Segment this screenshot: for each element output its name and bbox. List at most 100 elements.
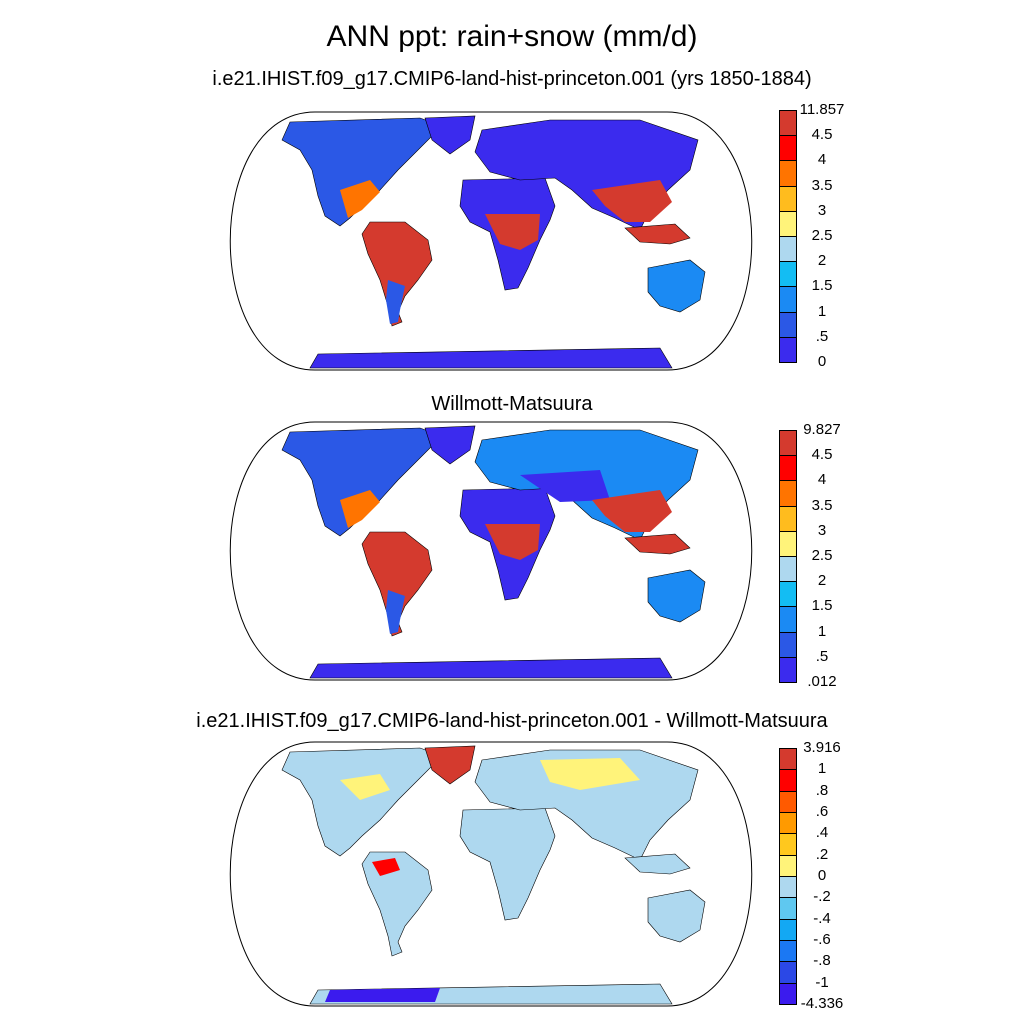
colorbar-label: 1 [817, 302, 827, 320]
colorbar-label: 0 [817, 867, 827, 884]
continents [281, 115, 706, 369]
maritime-continent [624, 223, 691, 245]
africa-equatorial-wet [485, 214, 540, 250]
colorbar-segment [779, 160, 797, 187]
colorbar-segment [779, 530, 797, 557]
figure-title: ANN ppt: rain+snow (mm/d) [326, 20, 698, 53]
colorbar-segment [779, 286, 797, 313]
colorbar-segment [779, 748, 797, 771]
colorbar-label: 9.827 [803, 421, 841, 438]
colorbar-label: .6 [815, 803, 829, 820]
east-north-america-wet [340, 490, 380, 528]
south-america-south [386, 590, 405, 634]
colorbar-label: -.4 [813, 909, 831, 927]
colorbar-label: 3.5 [811, 496, 833, 514]
south-america [361, 851, 433, 957]
colorbar-segment [779, 135, 797, 162]
eurasia-positive [540, 758, 640, 790]
colorbar-label: -1 [815, 973, 829, 991]
colorbar-segment [779, 854, 797, 877]
colorbar-label: .8 [815, 781, 829, 799]
south-asia-wet [592, 490, 672, 532]
colorbar-segment [779, 812, 797, 835]
colorbar-segment [779, 790, 797, 813]
map-difference [229, 741, 753, 1007]
colorbar-segment [779, 656, 797, 683]
greenland [424, 115, 476, 155]
colorbar-difference [779, 748, 797, 1005]
colorbar-segment [779, 311, 797, 338]
panel-title-model: i.e21.IHIST.f09_g17.CMIP6-land-hist-prin… [212, 68, 812, 90]
colorbar-label: 1.5 [811, 597, 833, 615]
australia [647, 259, 706, 313]
colorbar-label: 2.5 [811, 547, 833, 564]
greenland [424, 745, 476, 785]
greenland [424, 425, 476, 465]
colorbar-segment [779, 110, 797, 137]
panel-title-observations: Willmott-Matsuura [431, 393, 593, 415]
colorbar-segment [779, 261, 797, 288]
colorbar-label: 2 [817, 572, 827, 590]
colorbar-label: 3 [817, 201, 827, 219]
colorbar-model [779, 110, 797, 363]
colorbar-segment [779, 940, 797, 963]
colorbar-segment [779, 918, 797, 941]
colorbar-segment [779, 336, 797, 363]
map-model [229, 111, 753, 371]
south-america-positive [372, 858, 400, 876]
colorbar-label: 2 [817, 252, 827, 270]
colorbar-segment [779, 581, 797, 608]
central-asia-dry [520, 470, 610, 502]
colorbar-segment [779, 631, 797, 658]
colorbar-segment [779, 430, 797, 457]
east-north-america-wet [340, 180, 380, 218]
colorbar-label: .5 [815, 647, 829, 665]
colorbar-label: 3 [817, 521, 827, 539]
africa-equatorial-wet [485, 524, 540, 560]
colorbar-label: .012 [807, 673, 837, 690]
australia [647, 569, 706, 623]
colorbar-observations [779, 430, 797, 683]
panel-title-difference: i.e21.IHIST.f09_g17.CMIP6-land-hist-prin… [196, 710, 828, 732]
africa [459, 807, 556, 921]
colorbar-label: 2.5 [811, 227, 833, 244]
continents [281, 425, 706, 679]
colorbar-segment [779, 210, 797, 237]
colorbar-label: 1.5 [811, 277, 833, 295]
colorbar-segment [779, 480, 797, 507]
colorbar-segment [779, 897, 797, 920]
south-america [361, 531, 433, 637]
colorbar-label: 3.5 [811, 176, 833, 194]
colorbar-segment [779, 961, 797, 984]
colorbar-segment [779, 505, 797, 532]
maritime-continent [624, 533, 691, 555]
colorbar-label: .4 [815, 824, 829, 842]
eurasia [474, 749, 699, 861]
colorbar-label: 11.857 [799, 101, 845, 118]
colorbar-segment [779, 236, 797, 263]
south-america-south [386, 280, 405, 324]
colorbar-segment [779, 455, 797, 482]
colorbar-label: .5 [815, 327, 829, 345]
continents [281, 745, 706, 1005]
colorbar-segment [779, 833, 797, 856]
north-america-positive [340, 774, 390, 800]
australia [647, 889, 706, 943]
maritime-continent [624, 853, 691, 875]
colorbar-segment [779, 769, 797, 792]
colorbar-segment [779, 556, 797, 583]
colorbar-label: -.8 [813, 952, 831, 970]
colorbar-label: 3.916 [803, 739, 841, 756]
colorbar-segment [779, 606, 797, 633]
colorbar-label: 1 [817, 622, 827, 640]
colorbar-label: 4 [817, 151, 827, 169]
colorbar-label: -.2 [813, 888, 831, 906]
colorbar-segment [779, 982, 797, 1005]
antarctica-negative [325, 988, 440, 1002]
colorbar-segment [779, 185, 797, 212]
south-asia-wet [592, 180, 672, 222]
colorbar-label: 0 [817, 353, 827, 370]
antarctica [309, 657, 673, 679]
colorbar-label: -.6 [813, 931, 831, 948]
colorbar-label: 4.5 [811, 126, 833, 144]
